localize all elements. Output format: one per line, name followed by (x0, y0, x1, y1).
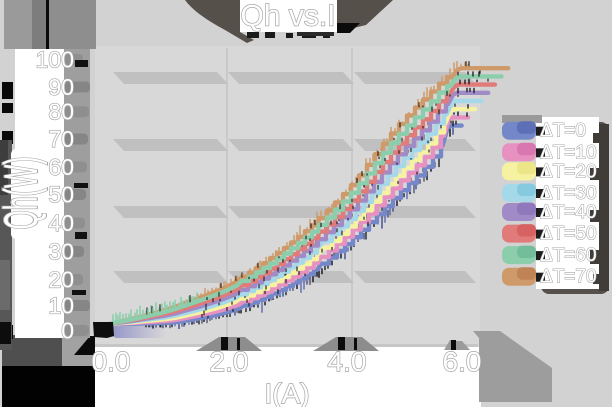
svg-text:ΔT=30: ΔT=30 (540, 183, 597, 204)
svg-text:80: 80 (48, 99, 74, 125)
svg-text:ΔT=40: ΔT=40 (540, 202, 597, 223)
svg-text:ΔT=10: ΔT=10 (540, 142, 597, 163)
svg-text:Qh(W): Qh(W) (0, 157, 47, 230)
svg-text:2.0: 2.0 (210, 346, 249, 377)
svg-text:Qh vs.I: Qh vs.I (240, 0, 335, 33)
svg-text:ΔT=50: ΔT=50 (540, 224, 597, 245)
svg-text:40: 40 (48, 210, 74, 236)
svg-text:I(A): I(A) (264, 378, 309, 407)
svg-text:ΔT=20: ΔT=20 (540, 161, 597, 182)
svg-text:60: 60 (48, 154, 74, 180)
svg-text:100: 100 (36, 47, 74, 73)
svg-text:90: 90 (48, 74, 74, 100)
svg-text:4.0: 4.0 (328, 346, 367, 377)
svg-text:0.0: 0.0 (92, 346, 131, 377)
svg-text:10: 10 (48, 293, 74, 319)
svg-text:6.0: 6.0 (443, 346, 482, 377)
svg-text:50: 50 (48, 182, 74, 208)
svg-text:30: 30 (48, 239, 74, 265)
svg-text:ΔT=0: ΔT=0 (540, 121, 586, 142)
svg-text:70: 70 (48, 126, 74, 152)
svg-text:20: 20 (48, 267, 74, 293)
svg-text:ΔT=60: ΔT=60 (540, 245, 597, 266)
svg-text:ΔT=70: ΔT=70 (540, 267, 597, 288)
svg-text:0: 0 (61, 318, 74, 344)
